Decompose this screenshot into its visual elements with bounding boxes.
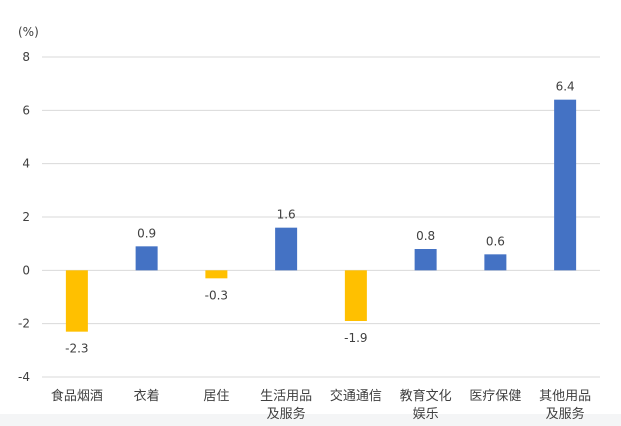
bar [344,270,367,321]
x-tick-label: 居住 [203,389,229,404]
unit-label: (%) [18,25,39,39]
y-tick-label: 4 [22,157,30,171]
bottom-strip [0,414,621,426]
value-label: 0.8 [416,229,435,243]
x-tick-label: 医疗保健 [469,389,521,404]
y-tick-label: 0 [22,263,30,277]
y-tick-label: 6 [22,103,30,117]
bar [135,246,158,271]
value-label: 0.6 [486,234,505,248]
x-tick-label: 及服务 [267,406,306,422]
bar [275,227,298,271]
x-tick-label: 食品烟酒 [51,388,103,404]
bar [414,249,437,271]
bar [554,99,577,271]
value-label: 6.4 [556,80,575,94]
y-tick-label: -2 [18,317,30,331]
y-tick-label: 2 [22,210,30,224]
value-label: -2.3 [65,342,88,356]
x-tick-label: 交通通信 [330,388,382,404]
x-tick-label: 衣着 [134,388,160,404]
y-tick-label: -4 [18,370,30,384]
value-labels: -2.3 0.9 -0.3 1.6 -1.9 0.8 0.6 6.4 [65,80,575,356]
bar [484,254,507,271]
value-label: -0.3 [205,288,228,302]
y-axis-ticks: -4 -2 0 2 4 6 8 [18,50,30,384]
x-tick-label: 生活用品 [260,389,312,404]
bar [65,270,88,332]
y-tick-label: 8 [22,50,30,64]
bar [205,270,228,279]
gridlines [42,56,600,378]
x-tick-label: 娱乐 [413,407,439,422]
x-tick-label: 及服务 [546,406,585,422]
value-label: -1.9 [344,331,367,345]
value-label: 1.6 [277,208,296,222]
value-label: 0.9 [137,226,156,240]
bars [65,99,577,332]
x-tick-label: 教育文化 [400,388,452,404]
x-tick-label: 其他用品 [539,389,591,404]
